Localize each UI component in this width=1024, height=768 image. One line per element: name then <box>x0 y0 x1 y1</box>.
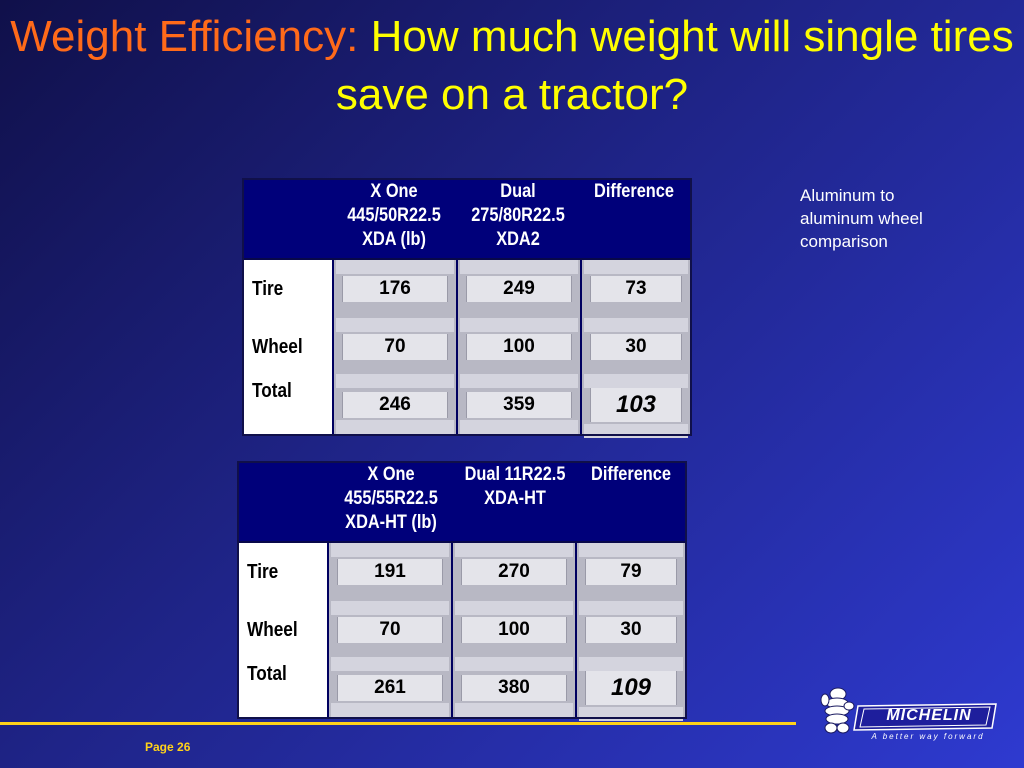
row-label-total: Total <box>252 380 292 402</box>
total-difference: 109 <box>585 671 677 705</box>
table-cell: 261 <box>337 675 443 701</box>
column-x-one: 176 70 246 <box>334 260 458 436</box>
table-cell: 270 <box>461 559 567 585</box>
row-label-wheel: Wheel <box>252 336 303 358</box>
table-cell: 30 <box>590 334 682 360</box>
total-difference: 103 <box>590 388 682 422</box>
weight-table-2: X One 455/55R22.5 XDA-HT (lb) Dual 11R22… <box>237 461 687 721</box>
slide-title: Weight Efficiency: How much weight will … <box>0 8 1024 124</box>
michelin-logo: MICHELIN A better way forward <box>818 682 998 742</box>
footer-rule <box>0 722 796 725</box>
row-label-tire: Tire <box>252 278 284 300</box>
row-label-tire: Tire <box>247 561 279 583</box>
header-dual: Dual 275/80R22.5 XDA2 <box>471 181 565 250</box>
table-header <box>237 461 687 543</box>
brand-name: MICHELIN <box>886 707 972 724</box>
title-lead: Weight Efficiency: <box>10 12 359 61</box>
table-cell: 100 <box>461 617 567 643</box>
brand-tagline: A better way forward <box>871 732 985 741</box>
bibendum-icon <box>820 687 997 734</box>
table-cell: 79 <box>585 559 677 585</box>
row-labels: Tire Wheel Total <box>244 260 334 434</box>
table-cell: 246 <box>342 392 448 418</box>
column-dual: 270 100 380 <box>453 543 577 719</box>
title-rest: How much weight will single tires save o… <box>335 12 1014 119</box>
table-cell: 191 <box>337 559 443 585</box>
row-label-total: Total <box>247 663 287 685</box>
column-x-one: 191 70 261 <box>329 543 453 719</box>
column-difference: 73 30 103 <box>582 260 692 438</box>
table-cell: 73 <box>590 276 682 302</box>
table-cell: 30 <box>585 617 677 643</box>
column-difference: 79 30 109 <box>577 543 687 721</box>
weight-table-1: X One 445/50R22.5 XDA (lb) Dual 275/80R2… <box>242 178 692 438</box>
header-x-one: X One 455/55R22.5 XDA-HT (lb) <box>344 464 438 533</box>
table-cell: 100 <box>466 334 572 360</box>
comparison-note: Aluminum to aluminum wheel comparison <box>800 186 923 251</box>
header-x-one: X One 445/50R22.5 XDA (lb) <box>347 181 441 250</box>
table-cell: 380 <box>461 675 567 701</box>
row-label-wheel: Wheel <box>247 619 298 641</box>
header-difference: Difference <box>594 181 674 202</box>
page-number: Page 26 <box>145 740 191 754</box>
header-difference: Difference <box>591 464 671 485</box>
table-cell: 70 <box>337 617 443 643</box>
table-cell: 359 <box>466 392 572 418</box>
column-dual: 249 100 359 <box>458 260 582 436</box>
table-cell: 176 <box>342 276 448 302</box>
table-cell: 249 <box>466 276 572 302</box>
row-labels: Tire Wheel Total <box>239 543 329 717</box>
table-cell: 70 <box>342 334 448 360</box>
header-dual: Dual 11R22.5 XDA-HT <box>464 464 566 509</box>
